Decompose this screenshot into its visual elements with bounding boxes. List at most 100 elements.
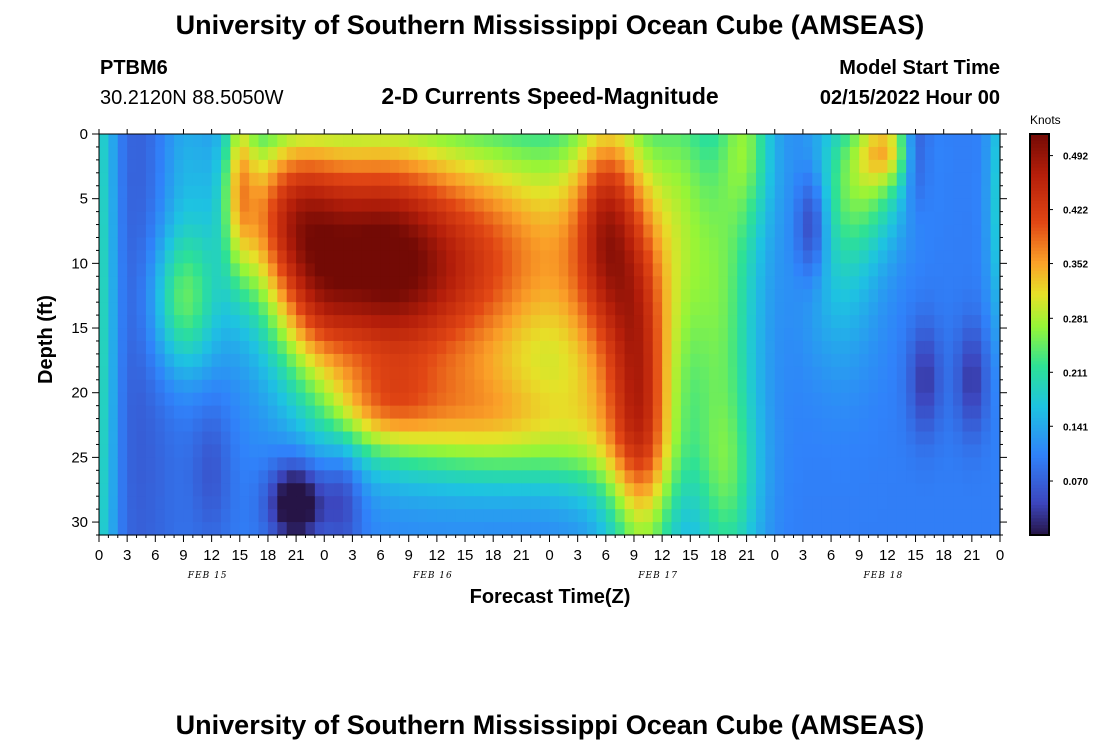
heatmap-cell	[465, 431, 476, 446]
colorbar-segment	[1030, 384, 1049, 389]
heatmap-cell	[971, 405, 982, 420]
heatmap-cell	[906, 263, 917, 277]
heatmap-cell	[371, 237, 382, 252]
heatmap-cell	[183, 379, 194, 394]
heatmap-cell	[202, 509, 213, 523]
heatmap-cell	[849, 276, 860, 290]
heatmap-cell	[192, 457, 203, 471]
heatmap-cell	[446, 366, 457, 381]
heatmap-cell	[859, 276, 870, 290]
heatmap-cell	[239, 379, 250, 394]
heatmap-cell	[558, 405, 569, 420]
heatmap-cell	[164, 340, 175, 355]
heatmap-cell	[155, 444, 166, 458]
heatmap-cell	[399, 134, 410, 148]
x-tick-label: 18	[260, 547, 277, 564]
heatmap-cell	[296, 509, 307, 523]
heatmap-cell	[558, 185, 569, 200]
heatmap-cell	[465, 509, 476, 523]
heatmap-cell	[577, 405, 588, 420]
heatmap-cell	[680, 237, 691, 252]
heatmap-cell	[690, 366, 701, 381]
heatmap-cell	[427, 353, 438, 368]
heatmap-cell	[859, 496, 870, 510]
heatmap-cell	[314, 302, 325, 316]
heatmap-cell	[737, 198, 748, 213]
heatmap-cell	[643, 198, 654, 213]
y-tick-label: 25	[71, 449, 88, 466]
heatmap-cell	[887, 134, 898, 148]
heatmap-cell	[662, 211, 673, 226]
heatmap-cell	[221, 470, 231, 484]
heatmap-cell	[314, 392, 325, 407]
heatmap-cell	[174, 353, 185, 368]
heatmap-cell	[408, 289, 419, 303]
colorbar-segment	[1030, 454, 1049, 459]
heatmap-cell	[737, 457, 748, 471]
heatmap-cell	[164, 185, 175, 200]
heatmap-cell	[324, 405, 335, 420]
heatmap-cell	[727, 224, 738, 239]
heatmap-cell	[183, 146, 194, 161]
heatmap-cell	[709, 211, 720, 226]
heatmap-cell	[418, 405, 429, 420]
colorbar-segment	[1030, 471, 1049, 476]
heatmap-cell	[990, 405, 1001, 420]
heatmap-cell	[352, 185, 363, 200]
heatmap-cell	[821, 353, 832, 368]
heatmap-cell	[427, 159, 438, 174]
heatmap-cell	[718, 431, 729, 446]
heatmap-cell	[821, 198, 832, 213]
heatmap-cell	[709, 237, 720, 252]
heatmap-cell	[906, 146, 917, 161]
heatmap-cell	[859, 302, 870, 316]
heatmap-cell	[521, 237, 532, 252]
heatmap-cell	[249, 457, 260, 471]
heatmap-cell	[324, 250, 335, 264]
heatmap-cell	[793, 250, 804, 264]
heatmap-cell	[549, 328, 560, 342]
heatmap-cell	[314, 457, 325, 471]
heatmap-cell	[680, 509, 691, 523]
heatmap-cell	[408, 496, 419, 510]
heatmap-cell	[840, 224, 851, 239]
heatmap-cell	[343, 418, 354, 433]
heatmap-cell	[671, 146, 682, 161]
heatmap-cell	[953, 211, 964, 226]
heatmap-cell	[671, 431, 682, 446]
heatmap-cell	[296, 328, 307, 342]
heatmap-cell	[831, 328, 842, 342]
heatmap-cell	[192, 379, 203, 394]
heatmap-cell	[915, 366, 926, 381]
heatmap-cell	[568, 483, 579, 497]
heatmap-cell	[493, 496, 504, 510]
heatmap-cell	[502, 237, 513, 252]
heatmap-cell	[821, 379, 832, 394]
heatmap-cell	[474, 328, 485, 342]
heatmap-cell	[662, 431, 673, 446]
heatmap-cell	[136, 366, 147, 381]
heatmap-cell	[136, 392, 147, 407]
heatmap-cell	[455, 134, 466, 148]
heatmap-cell	[164, 237, 175, 252]
heatmap-cell	[953, 392, 964, 407]
heatmap-cell	[887, 250, 898, 264]
heatmap-cell	[389, 457, 400, 471]
heatmap-cell	[239, 224, 250, 239]
heatmap-cell	[427, 198, 438, 213]
heatmap-cell	[953, 328, 964, 342]
heatmap-cell	[887, 366, 898, 381]
heatmap-cell	[230, 328, 241, 342]
heatmap-cell	[774, 134, 785, 148]
heatmap-cell	[821, 185, 832, 200]
heatmap-cell	[671, 366, 682, 381]
heatmap-cell	[859, 379, 870, 394]
heatmap-cell	[145, 418, 156, 433]
heatmap-cell	[671, 134, 682, 148]
heatmap-cell	[474, 185, 485, 200]
heatmap-cell	[990, 289, 1001, 303]
heatmap-cell	[305, 496, 316, 510]
heatmap-cell	[868, 224, 879, 239]
heatmap-cell	[455, 496, 466, 510]
heatmap-cell	[427, 302, 438, 316]
